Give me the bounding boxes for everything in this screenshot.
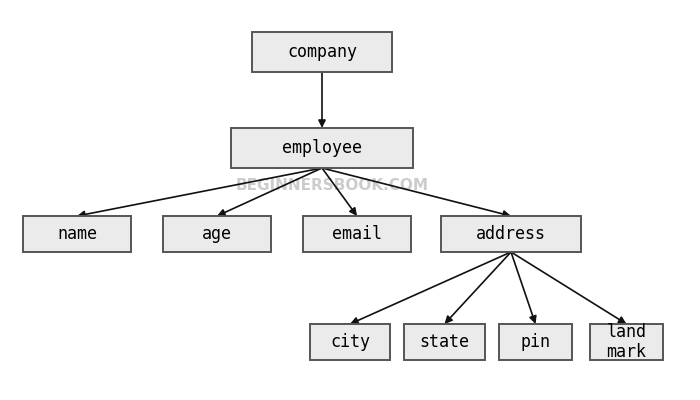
FancyBboxPatch shape	[405, 324, 484, 360]
FancyBboxPatch shape	[441, 216, 581, 252]
FancyBboxPatch shape	[22, 216, 132, 252]
Text: state: state	[419, 333, 470, 351]
Text: employee: employee	[282, 139, 362, 157]
Text: BEGINNERSBOOK.COM: BEGINNERSBOOK.COM	[236, 178, 429, 194]
FancyBboxPatch shape	[162, 216, 271, 252]
FancyBboxPatch shape	[231, 128, 413, 168]
FancyBboxPatch shape	[589, 324, 664, 360]
FancyBboxPatch shape	[309, 324, 391, 360]
FancyBboxPatch shape	[498, 324, 573, 360]
Text: address: address	[476, 225, 546, 243]
Text: land
mark: land mark	[606, 322, 647, 362]
Text: company: company	[287, 43, 357, 61]
FancyBboxPatch shape	[302, 216, 412, 252]
Text: name: name	[57, 225, 97, 243]
FancyBboxPatch shape	[252, 32, 392, 72]
Text: age: age	[202, 225, 232, 243]
Text: pin: pin	[521, 333, 550, 351]
Text: email: email	[332, 225, 382, 243]
Text: city: city	[330, 333, 370, 351]
